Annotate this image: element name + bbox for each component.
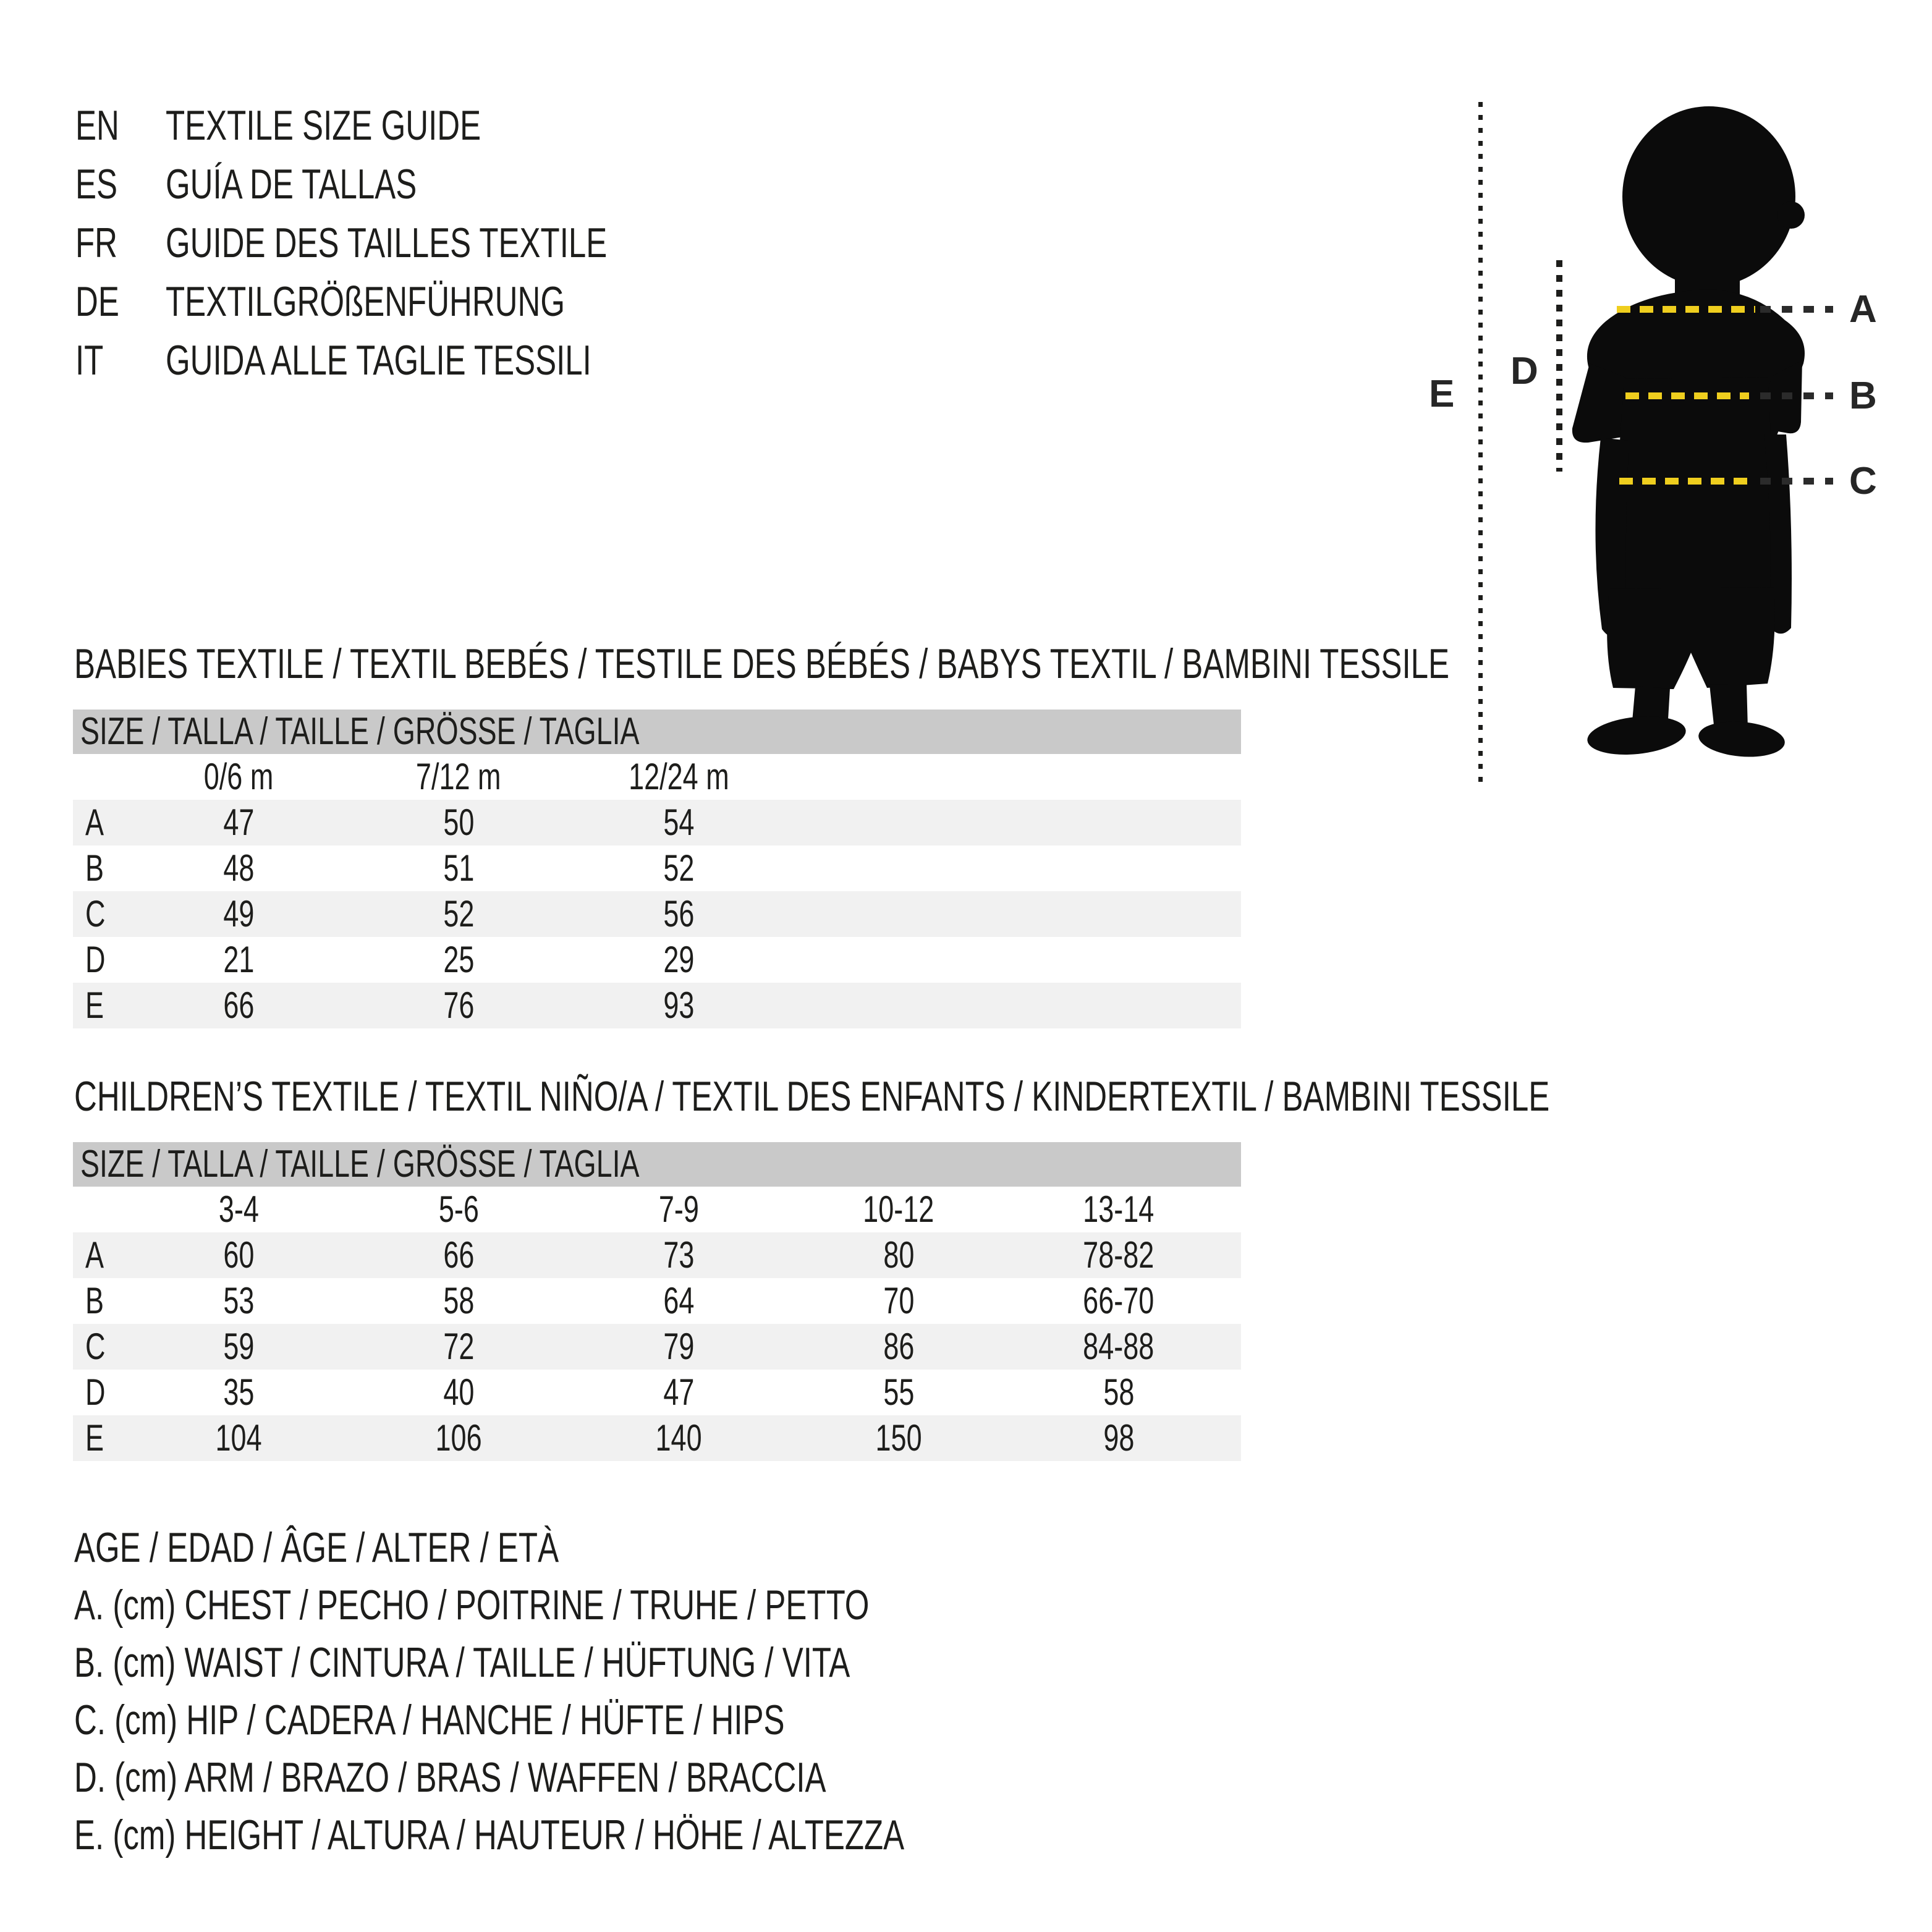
babies-size-header-bar: SIZE / TALLA / TAILLE / GRÖSSE / TAGLIA	[73, 710, 1241, 754]
lang-code-es: ES	[75, 161, 118, 208]
table-row: B 48 51 52	[85, 847, 695, 889]
table-row: E 104 106 140 150 98	[73, 1415, 1241, 1461]
hip-measure-line	[1619, 478, 1752, 485]
lang-title-fr: GUIDE DES TAILLES TEXTILE	[166, 219, 608, 266]
lang-title-en: TEXTILE SIZE GUIDE	[166, 102, 481, 149]
children-col-1: 5-6	[438, 1188, 479, 1230]
chest-measure-line-extension	[1760, 306, 1833, 313]
chest-measure-line	[1617, 306, 1755, 313]
children-col-4: 13-14	[1083, 1188, 1155, 1230]
legend-arm: D. (cm) ARM / BRAZO / BRAS / WAFFEN / BR…	[74, 1754, 826, 1801]
babies-size-table: SIZE / TALLA / TAILLE / GRÖSSE / TAGLIA …	[73, 710, 1241, 1028]
children-col-3: 10-12	[863, 1188, 934, 1230]
hip-measure-line-extension	[1760, 478, 1833, 485]
legend-chest: A. (cm) CHEST / PECHO / POITRINE / TRUHE…	[74, 1582, 870, 1629]
waist-measure-line	[1625, 392, 1749, 399]
legend-height: E. (cm) HEIGHT / ALTURA / HAUTEUR / HÖHE…	[74, 1811, 905, 1858]
babies-column-header-row: 0/6 m 7/12 m 12/24 m	[73, 754, 1241, 800]
babies-col-0: 0/6 m	[203, 756, 274, 797]
lang-title-it: GUIDA ALLE TAGLIE TESSILI	[166, 337, 591, 384]
table-row: C 49 52 56	[73, 891, 1241, 937]
table-row: B 53 58 64 70 66-70	[85, 1280, 1155, 1321]
lang-code-fr: FR	[75, 219, 117, 266]
children-col-2: 7-9	[658, 1188, 699, 1230]
legend-hip: C. (cm) HIP / CADERA / HANCHE / HÜFTE / …	[74, 1697, 785, 1743]
babies-size-header-label: SIZE / TALLA / TAILLE / GRÖSSE / TAGLIA	[80, 710, 640, 753]
legend-age: AGE / EDAD / ÂGE / ALTER / ETÀ	[74, 1524, 559, 1571]
waist-label: B	[1849, 375, 1877, 417]
children-col-0: 3-4	[218, 1188, 259, 1230]
table-row: A 47 50 54	[73, 800, 1241, 845]
children-size-table: SIZE / TALLA / TAILLE / GRÖSSE / TAGLIA …	[73, 1142, 1241, 1461]
table-row: C 59 72 79 86 84-88	[73, 1324, 1241, 1370]
table-row: E 66 76 93	[73, 983, 1241, 1028]
child-silhouette-icon	[1572, 106, 1805, 757]
chest-label: A	[1849, 288, 1877, 331]
lang-code-en: EN	[75, 102, 119, 149]
hip-label: C	[1849, 460, 1877, 502]
babies-section-title: BABIES TEXTILE / TEXTIL BEBÉS / TESTILE …	[74, 640, 1450, 687]
legend-waist: B. (cm) WAIST / CINTURA / TAILLE / HÜFTU…	[74, 1639, 850, 1686]
children-section-title: CHILDREN’S TEXTILE / TEXTIL NIÑO/A / TEX…	[74, 1073, 1550, 1120]
lang-code-de: DE	[75, 278, 119, 325]
table-row: D 35 40 47 55 58	[85, 1371, 1135, 1413]
height-label: E	[1429, 373, 1455, 415]
height-measure-line	[1478, 102, 1483, 785]
arm-label: D	[1510, 350, 1538, 392]
babies-col-2: 12/24 m	[628, 756, 729, 797]
lang-code-it: IT	[75, 337, 104, 384]
table-row: A 60 66 73 80 78-82	[73, 1232, 1241, 1278]
children-size-header-label: SIZE / TALLA / TAILLE / GRÖSSE / TAGLIA	[80, 1143, 640, 1185]
children-size-header-bar: SIZE / TALLA / TAILLE / GRÖSSE / TAGLIA	[73, 1142, 1241, 1187]
children-column-header-row: 3-4 5-6 7-9 10-12 13-14	[73, 1187, 1241, 1232]
lang-title-es: GUÍA DE TALLAS	[166, 161, 417, 208]
waist-measure-line-extension	[1760, 392, 1833, 399]
table-row: D 21 25 29	[85, 939, 695, 980]
lang-title-de: TEXTILGRÖßENFÜHRUNG	[166, 278, 566, 325]
arm-measure-line	[1556, 260, 1562, 472]
babies-col-1: 7/12 m	[416, 756, 501, 797]
